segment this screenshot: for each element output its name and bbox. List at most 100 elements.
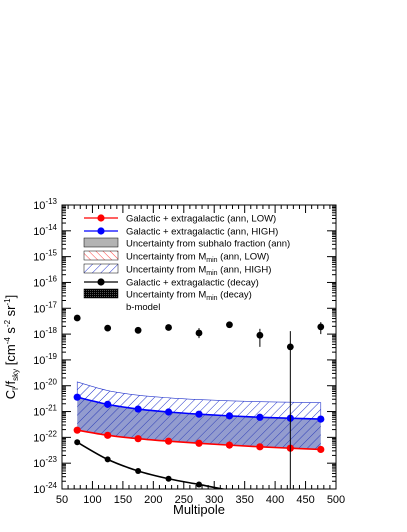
- x-tick-label-5: 300: [205, 494, 223, 506]
- x-tick-label-8: 450: [296, 494, 314, 506]
- b-model-point-7: [286, 343, 294, 351]
- y-axis-label-units: [cm: [3, 344, 18, 369]
- legend-entry-subhalo: Uncertainty from subhalo fraction (ann): [83, 237, 290, 250]
- curves-layer: [73, 393, 325, 489]
- y-tick-label-3: 10-21: [33, 404, 57, 419]
- b-model-point-1: [104, 324, 112, 332]
- legend-marker-ann-low: [97, 214, 105, 222]
- legend-entry-ann-high: Galactic + extragalactic (ann, HIGH): [84, 227, 278, 238]
- y-axis-label-sub1: l: [11, 388, 20, 390]
- x-tick-label-6: 350: [235, 494, 253, 506]
- curve-ann-high-point-1: [104, 400, 112, 408]
- x-tick-label-4: 250: [175, 494, 193, 506]
- legend-swatch-subhalo: [83, 237, 119, 248]
- legend-label-mmin-low: Uncertainty from Mmin (ann, LOW): [126, 252, 269, 265]
- legend-swatch-mmin-high: [83, 263, 119, 274]
- x-axis: 50 100 150 200 250 300 350 400 450 500: [56, 205, 345, 506]
- y-tick-label-7: 10-17: [33, 300, 57, 315]
- y-tick-label-2: 10-22: [33, 429, 57, 444]
- legend-label-decay: Galactic + extragalactic (decay): [126, 278, 259, 289]
- legend-entry-ann-low: Galactic + extragalactic (ann, LOW): [84, 214, 276, 225]
- b-model-point-0: [73, 314, 81, 322]
- legend-label-mmin-high-text: Uncertainty from M: [126, 265, 206, 276]
- b-model-point-3: [165, 324, 172, 331]
- legend-entry-mmin-decay: Uncertainty from Mmin (decay): [83, 288, 252, 303]
- x-tick-label-0: 50: [56, 494, 68, 506]
- y-tick-label-10: 10-14: [33, 223, 57, 238]
- legend-label-mmin-decay-text: Uncertainty from M: [126, 290, 206, 301]
- b-model-point-6: [256, 331, 264, 339]
- b-model-point-2: [134, 326, 142, 334]
- y-tick-label-11: 10-13: [33, 197, 57, 212]
- curve-ann-high-point-6: [256, 413, 264, 421]
- legend-label-mmin-high-suffix: (ann, HIGH): [218, 265, 272, 276]
- x-tick-label-1: 100: [83, 494, 101, 506]
- curve-ann-low-point-5: [225, 441, 234, 449]
- curve-ann-high-point-8: [317, 415, 325, 423]
- y-tick-label-0: 10-24: [33, 481, 57, 496]
- legend-label-mmin-decay: Uncertainty from Mmin (decay): [126, 290, 252, 303]
- legend-swatch-mmin-low: [83, 250, 119, 261]
- x-axis-label: Multipole: [173, 502, 225, 517]
- y-axis-label-units2: s: [3, 327, 18, 338]
- curve-ann-high-point-2: [134, 405, 142, 413]
- curve-ann-high-point-3: [164, 408, 173, 416]
- legend: Galactic + extragalactic (ann, LOW) Gala…: [83, 214, 290, 313]
- curve-ann-low-point-8: [317, 445, 325, 454]
- legend-label-b-model: b-model: [126, 302, 160, 313]
- y-axis-label-mid: /f: [3, 380, 18, 388]
- y-tick-label-9: 10-15: [33, 249, 57, 264]
- y-axis-label-exp1: -4: [3, 337, 12, 345]
- legend-label-mmin-low-sub: min: [206, 257, 217, 264]
- legend-label-ann-high: Galactic + extragalactic (ann, HIGH): [126, 227, 278, 238]
- curve-decay-point-4: [196, 481, 202, 488]
- curve-decay-point-1: [104, 456, 111, 463]
- curve-ann-low-point-4: [195, 439, 203, 447]
- curve-ann-low-point-2: [134, 435, 142, 443]
- curve-ann-high-point-4: [195, 410, 203, 418]
- b-model-point-4: [195, 329, 203, 337]
- legend-swatch-mmin-decay: [83, 288, 119, 299]
- curve-ann-high-point-5: [225, 412, 234, 420]
- y-axis-label-units3: sr: [3, 305, 18, 320]
- legend-entry-mmin-low: Uncertainty from Mmin (ann, LOW): [83, 250, 269, 265]
- y-tick-label-4: 10-20: [33, 378, 57, 393]
- b-model-point-8: [317, 323, 325, 331]
- legend-label-ann-low: Galactic + extragalactic (ann, LOW): [126, 214, 276, 225]
- curve-decay-point-2: [135, 467, 142, 474]
- curve-ann-low-point-0: [73, 426, 81, 434]
- b-model-layer: [73, 314, 325, 489]
- legend-label-subhalo: Uncertainty from subhalo fraction (ann): [126, 239, 290, 250]
- x-tick-label-2: 150: [114, 494, 132, 506]
- legend-marker-ann-high: [97, 227, 105, 235]
- y-axis-label-exp3: -1: [3, 298, 12, 306]
- curve-ann-low-point-6: [256, 443, 264, 451]
- legend-entry-mmin-high: Uncertainty from Mmin (ann, HIGH): [83, 263, 271, 278]
- x-tick-label-9: 500: [327, 494, 345, 506]
- curve-decay-point-0: [74, 439, 81, 446]
- legend-label-mmin-high: Uncertainty from Mmin (ann, HIGH): [126, 265, 271, 278]
- y-axis-label-sub2: sky: [11, 369, 20, 381]
- x-tick-label-7: 400: [266, 494, 284, 506]
- y-tick-label-8: 10-16: [33, 274, 57, 289]
- y-axis: 10-24 10-23 10-22 10-21 10-20 10-19 10-18 10-17…: [33, 197, 336, 496]
- legend-entry-decay: Galactic + extragalactic (decay): [84, 278, 259, 289]
- legend-label-mmin-low-suffix: (ann, LOW): [218, 252, 270, 263]
- legend-label-mmin-decay-suffix: (decay): [218, 290, 252, 301]
- y-tick-label-1: 10-23: [33, 455, 57, 470]
- x-tick-label-3: 200: [144, 494, 162, 506]
- curve-ann-low-point-1: [104, 431, 112, 439]
- legend-label-mmin-high-sub: min: [206, 270, 217, 277]
- y-axis-label: Cl/fsky [cm-4 s-2 sr-1]: [3, 295, 20, 400]
- y-axis-label-exp2: -2: [3, 319, 12, 327]
- plot-frame: [61, 204, 337, 490]
- legend-label-mmin-low-text: Uncertainty from M: [126, 252, 206, 263]
- b-model-point-5: [226, 321, 233, 329]
- y-tick-label-6: 10-18: [33, 326, 57, 341]
- y-tick-label-5: 10-19: [33, 352, 57, 367]
- curve-ann-low-point-3: [164, 437, 173, 445]
- legend-label-mmin-decay-sub: min: [206, 295, 217, 302]
- curve-decay-point-3: [165, 475, 172, 482]
